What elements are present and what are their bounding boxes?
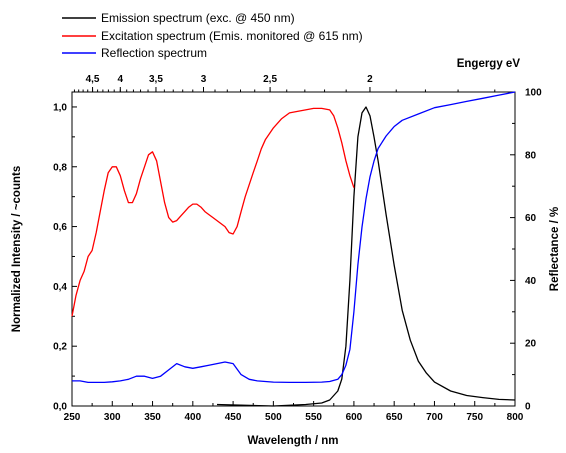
y-left-tick-label: 0,4 (53, 282, 67, 293)
y-right-tick-label: 60 (525, 213, 537, 224)
legend-label-emission: Emission spectrum (exc. @ 450 nm) (101, 11, 295, 25)
legend: Emission spectrum (exc. @ 450 nm) Excita… (62, 11, 363, 60)
x-tick-label: 350 (144, 412, 161, 423)
top-tick-label: 2 (367, 74, 373, 85)
x-axis-title: Wavelength / nm (248, 435, 339, 447)
y-right-tick-label: 100 (525, 88, 542, 99)
x-tick-label: 300 (104, 412, 121, 423)
x-tick-label: 250 (64, 412, 81, 423)
x-tick-label: 650 (386, 412, 403, 423)
series-lines (71, 91, 516, 407)
y-left-tick-label: 0,2 (53, 342, 67, 353)
y-left-tick-label: 0,0 (53, 402, 67, 413)
series-reflection-line (72, 91, 516, 384)
x-tick-label: 500 (265, 412, 282, 423)
top-tick-label: 3,5 (149, 74, 163, 85)
y-right-tick-label: 0 (525, 402, 531, 413)
plot-frame (71, 91, 516, 407)
x-tick-label: 800 (507, 412, 524, 423)
top-tick-label: 3 (201, 74, 207, 85)
y-left-tick-label: 0,6 (53, 222, 67, 233)
legend-label-excitation: Excitation spectrum (Emis. monitored @ 6… (101, 29, 363, 43)
x-tick-label: 700 (426, 412, 443, 423)
y-left-tick-label: 1,0 (53, 102, 67, 113)
x-tick-label: 450 (225, 412, 242, 423)
y-axis-left-title: Normalized Intensity / ~counts (11, 166, 23, 332)
top-tick-label: 2,5 (263, 74, 277, 85)
y-left-tick-label: 0,8 (53, 162, 67, 173)
x-tick-label: 550 (305, 412, 322, 423)
y-right-tick-label: 80 (525, 150, 537, 161)
legend-label-reflection: Reflection spectrum (101, 46, 207, 60)
top-tick-label: 4,5 (86, 74, 100, 85)
y-right-tick-label: 40 (525, 276, 537, 287)
x-tick-label: 400 (184, 412, 201, 423)
top-axis-title: Engergy eV (457, 58, 521, 70)
series-excitation-line (71, 107, 355, 317)
y-right-tick-label: 20 (525, 339, 537, 350)
top-tick-label: 4 (118, 74, 124, 85)
x-tick-label: 750 (466, 412, 483, 423)
y-axis-right-title: Reflectance / % (549, 207, 561, 291)
x-tick-label: 600 (346, 412, 363, 423)
series-emission-line (216, 106, 516, 407)
axis-ticks: 250 300 350 400 450 500 550 600 650 700 750 8000,00… (53, 74, 542, 423)
